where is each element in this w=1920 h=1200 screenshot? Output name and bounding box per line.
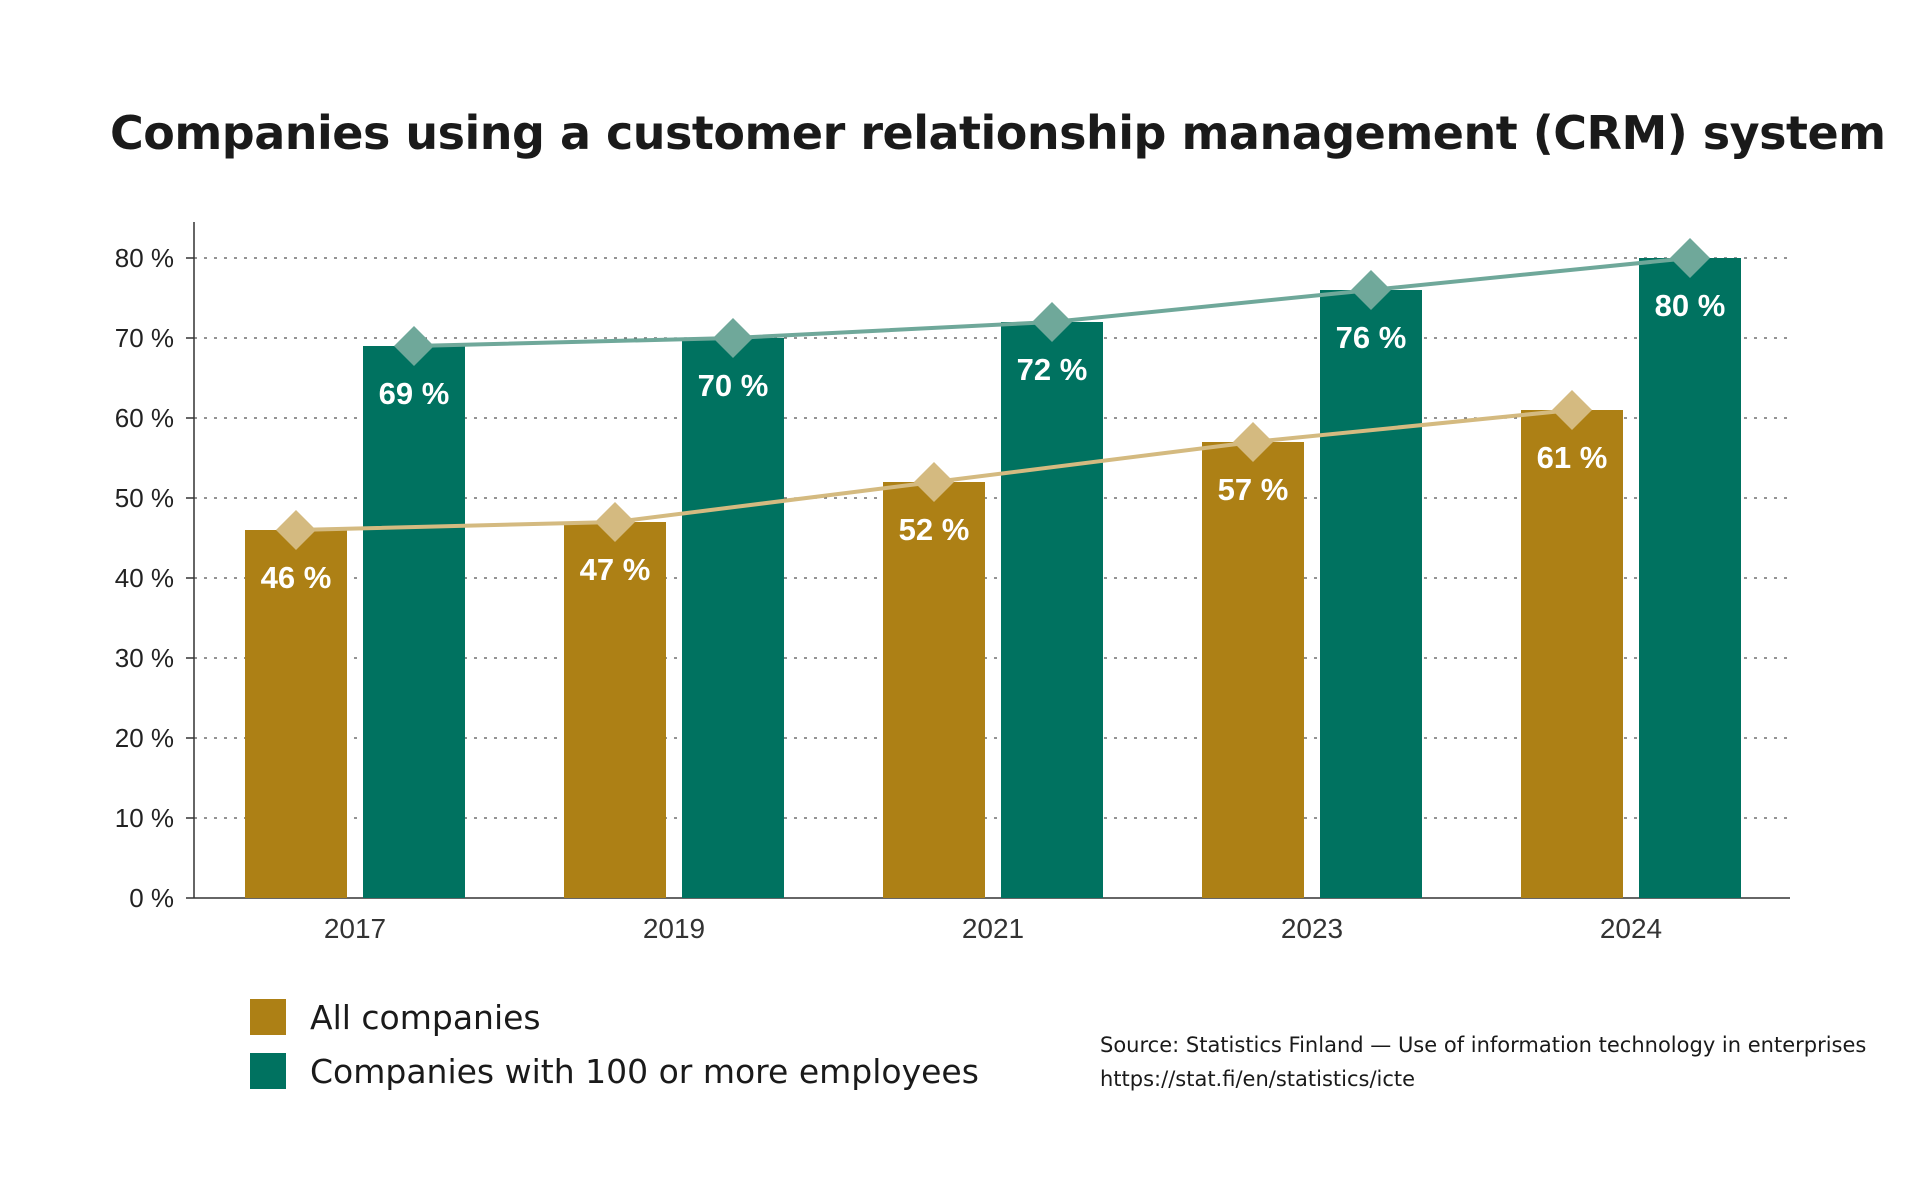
bar-all-companies-2023 xyxy=(1202,442,1304,898)
diamond-marker xyxy=(1351,270,1391,310)
diamond-marker xyxy=(276,510,316,550)
diamond-marker xyxy=(1552,390,1592,430)
legend-label-large-companies: Companies with 100 or more employees xyxy=(310,1051,979,1091)
y-tick-label: 20 % xyxy=(115,723,174,753)
y-tick-label: 30 % xyxy=(115,643,174,673)
legend-label-all-companies: All companies xyxy=(310,997,541,1037)
y-tick-label: 80 % xyxy=(115,243,174,273)
source-text: Source: Statistics Finland — Use of info… xyxy=(1100,1033,1867,1057)
data-label: 72 % xyxy=(1017,352,1088,387)
data-label: 46 % xyxy=(261,560,332,595)
data-label: 57 % xyxy=(1218,472,1289,507)
legend-swatch-all-companies xyxy=(250,999,286,1035)
bar-all-companies-2017 xyxy=(245,530,347,898)
bar-all-companies-2024 xyxy=(1521,410,1623,898)
bar-large-companies-2017 xyxy=(363,346,465,898)
diamond-marker xyxy=(595,502,635,542)
legend-item-all-companies: All companies xyxy=(250,990,979,1044)
x-tick-label: 2023 xyxy=(1281,913,1343,944)
x-tick-label: 2021 xyxy=(962,913,1024,944)
y-tick-label: 70 % xyxy=(115,323,174,353)
y-tick-label: 40 % xyxy=(115,563,174,593)
source-url: https://stat.fi/en/statistics/icte xyxy=(1100,1067,1416,1091)
y-tick-label: 50 % xyxy=(115,483,174,513)
bar-all-companies-2021 xyxy=(883,482,985,898)
bar-large-companies-2024 xyxy=(1639,258,1741,898)
diamond-marker xyxy=(914,462,954,502)
data-label: 47 % xyxy=(580,552,651,587)
diamond-marker xyxy=(394,326,434,366)
x-tick-label: 2017 xyxy=(324,913,386,944)
x-tick-label: 2019 xyxy=(643,913,705,944)
y-tick-label: 60 % xyxy=(115,403,174,433)
legend: All companies Companies with 100 or more… xyxy=(250,990,979,1098)
bar-large-companies-2019 xyxy=(682,338,784,898)
x-tick-label: 2024 xyxy=(1600,913,1662,944)
bar-all-companies-2019 xyxy=(564,522,666,898)
diamond-marker xyxy=(713,318,753,358)
data-label: 61 % xyxy=(1537,440,1608,475)
bar-large-companies-2023 xyxy=(1320,290,1422,898)
y-tick-label: 10 % xyxy=(115,803,174,833)
y-tick-label: 0 % xyxy=(129,883,174,913)
legend-item-large-companies: Companies with 100 or more employees xyxy=(250,1044,979,1098)
diamond-marker xyxy=(1032,302,1072,342)
data-label: 80 % xyxy=(1655,288,1726,323)
legend-swatch-large-companies xyxy=(250,1053,286,1089)
data-label: 70 % xyxy=(698,368,769,403)
diamond-marker xyxy=(1670,238,1710,278)
data-label: 69 % xyxy=(379,376,450,411)
data-label: 52 % xyxy=(899,512,970,547)
chart-title: Companies using a customer relationship … xyxy=(110,106,1886,160)
data-label: 76 % xyxy=(1336,320,1407,355)
source-note: Source: Statistics Finland — Use of info… xyxy=(1100,1028,1866,1096)
diamond-marker xyxy=(1233,422,1273,462)
bar-large-companies-2021 xyxy=(1001,322,1103,898)
